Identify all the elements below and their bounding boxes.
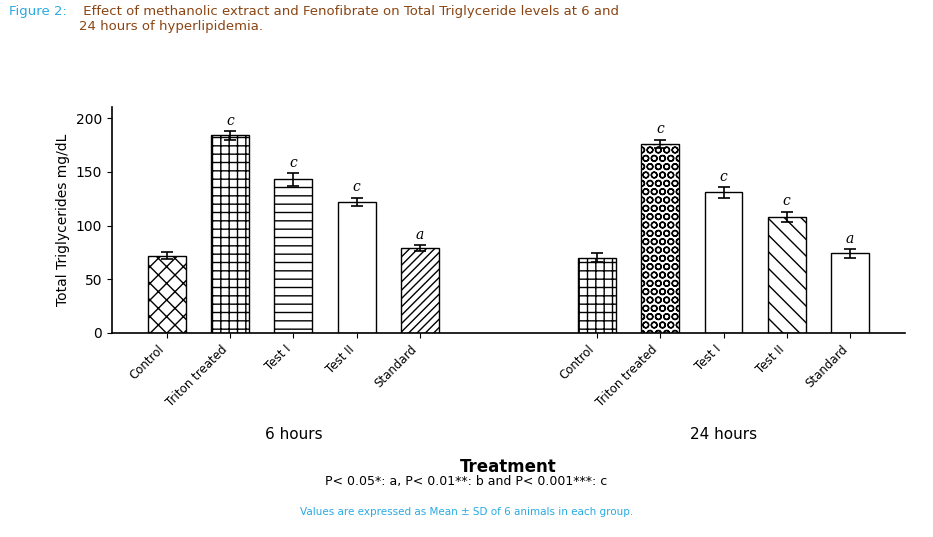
Text: Effect of methanolic extract and Fenofibrate on Total Triglyceride levels at 6 a: Effect of methanolic extract and Fenofib…	[79, 5, 620, 33]
Bar	[641, 144, 679, 333]
Bar	[274, 179, 313, 333]
Text: c: c	[657, 122, 664, 136]
Bar	[148, 256, 186, 333]
Bar	[211, 135, 249, 333]
Text: c: c	[783, 194, 790, 208]
Text: P< 0.05*: a, P< 0.01**: b and P< 0.001***: c: P< 0.05*: a, P< 0.01**: b and P< 0.001**…	[326, 475, 607, 488]
Text: c: c	[719, 170, 728, 184]
Bar	[401, 248, 439, 333]
Bar	[578, 258, 616, 333]
Bar	[768, 217, 806, 333]
Text: c: c	[353, 180, 360, 194]
Bar	[338, 202, 376, 333]
Bar	[831, 253, 869, 333]
Text: 24 hours: 24 hours	[689, 427, 757, 442]
Text: c: c	[227, 114, 234, 128]
Text: a: a	[846, 232, 854, 246]
Text: c: c	[289, 156, 298, 170]
Text: Treatment: Treatment	[460, 458, 557, 476]
Text: 6 hours: 6 hours	[265, 427, 322, 442]
Text: a: a	[416, 228, 425, 242]
Text: Values are expressed as Mean ± SD of 6 animals in each group.: Values are expressed as Mean ± SD of 6 a…	[299, 507, 634, 518]
Y-axis label: Total Triglycerides mg/dL: Total Triglycerides mg/dL	[56, 134, 70, 306]
Bar	[704, 192, 743, 333]
Text: Figure 2:: Figure 2:	[9, 5, 67, 18]
